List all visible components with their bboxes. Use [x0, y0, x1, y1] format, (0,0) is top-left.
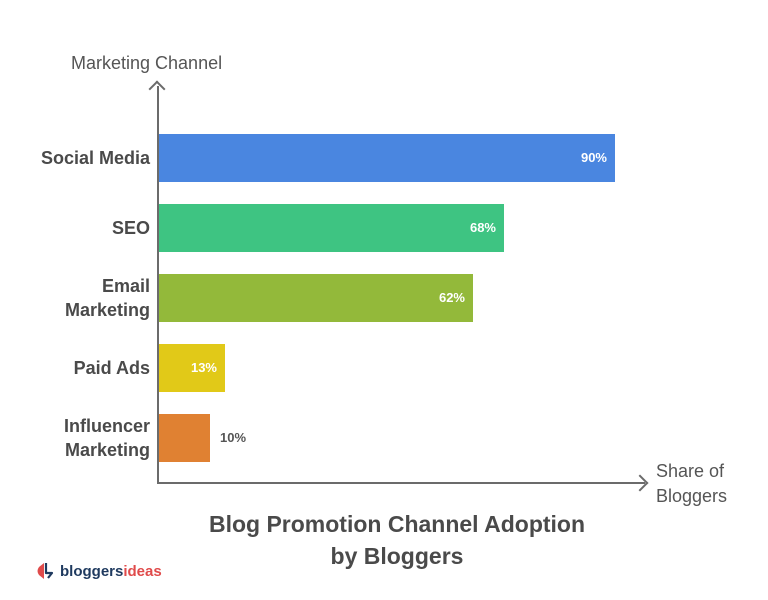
category-label: SEO — [111, 218, 150, 238]
bloggersideas-logo: bloggersideas — [36, 561, 162, 581]
value-label: 62% — [438, 290, 465, 305]
value-label: 13% — [190, 360, 217, 375]
bar-row: Social Media 90% — [0, 134, 768, 182]
x-axis-title: Share of Bloggers — [656, 461, 728, 506]
category-label: Email Marketing — [64, 276, 150, 320]
bar-row: Email Marketing 62% — [0, 274, 768, 322]
value-label: 90% — [580, 150, 607, 165]
x-axis-arrow-icon — [631, 474, 649, 492]
bar-row: SEO 68% — [0, 204, 768, 252]
chart-title: Blog Promotion Channel Adoption by Blogg… — [208, 511, 586, 569]
y-axis-title: Marketing Channel — [71, 53, 223, 73]
bar — [159, 414, 210, 462]
bar: 68% — [159, 204, 504, 252]
bar-row: Paid Ads 13% — [0, 344, 768, 392]
category-label: Influencer Marketing — [63, 416, 150, 460]
category-label: Paid Ads — [73, 358, 150, 378]
logo-text-bloggers: bloggers — [60, 562, 124, 580]
logo-mark-icon — [37, 563, 54, 579]
x-axis — [157, 482, 645, 484]
bar: 62% — [159, 274, 473, 322]
y-axis — [157, 86, 159, 484]
bar: 13% — [159, 344, 225, 392]
category-label: Social Media — [40, 148, 150, 168]
bar: 90% — [159, 134, 615, 182]
value-label: 68% — [469, 220, 496, 235]
logo-text-ideas: ideas — [123, 562, 162, 580]
bar-row: Influencer Marketing 10% — [0, 414, 768, 462]
value-label: 10% — [220, 430, 247, 445]
